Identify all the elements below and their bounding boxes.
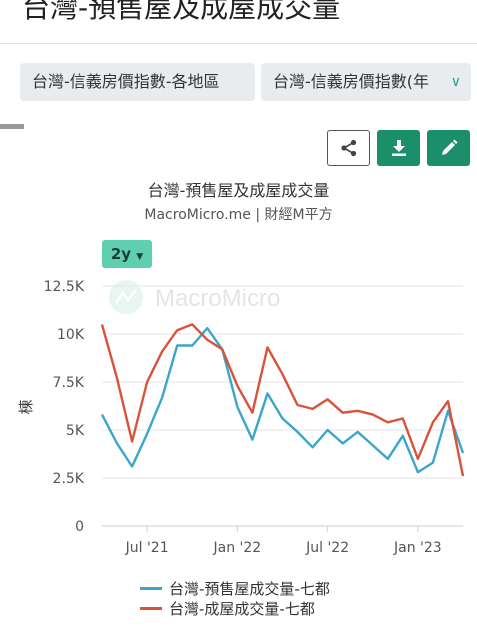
y-tick-label: 12.5K (44, 279, 85, 295)
y-axis-label: 棟 (17, 399, 35, 414)
y-tick-label: 2.5K (53, 471, 85, 487)
chart: MacroMicro 0 2.5K 5K 7.5K 10K 12.5K Jul '21 Ja… (17, 279, 465, 556)
tag-label: 台灣-信義房價指數(年 (273, 72, 430, 91)
chevron-down-icon[interactable]: ∨ (450, 74, 461, 90)
pencil-icon (441, 139, 457, 155)
macromicro-logo (109, 280, 143, 314)
legend: 台灣-預售屋成交量-七都 台灣-成屋成交量-七都 (140, 578, 330, 618)
x-tick-label: Jul '21 (125, 540, 169, 556)
plot-area (100, 323, 465, 477)
tag-label: 台灣-信義房價指數-各地區 (32, 72, 220, 91)
watermark-text: MacroMicro (155, 285, 280, 312)
grid (102, 285, 463, 527)
legend-label: 台灣-預售屋成交量-七都 (169, 579, 330, 598)
y-tick-label: 0 (75, 519, 84, 535)
section-marker (0, 124, 24, 129)
download-icon (391, 140, 406, 156)
legend-item-completed[interactable]: 台灣-成屋成交量-七都 (140, 598, 330, 618)
y-tick-label: 5K (66, 423, 85, 439)
legend-item-presale[interactable]: 台灣-預售屋成交量-七都 (140, 578, 330, 598)
download-button[interactable] (377, 130, 420, 166)
watermark: MacroMicro (109, 280, 280, 314)
page-title: 台灣-預售屋及成屋成交量 (22, 0, 341, 24)
edit-button[interactable] (427, 130, 470, 166)
share-icon (340, 139, 356, 157)
chart-title: 台灣-預售屋及成屋成交量 (147, 181, 330, 200)
share-button[interactable] (327, 130, 370, 166)
range-selector[interactable]: 2y ▼ (102, 240, 152, 268)
legend-label: 台灣-成屋成交量-七都 (169, 599, 315, 618)
x-axis: Jul '21 Jan '22 Jul '22 Jan '23 (125, 526, 442, 556)
macromicro-logo-mark (114, 289, 137, 304)
x-tick-label: Jul '22 (305, 540, 349, 556)
chart-subtitle: MacroMicro.me | 財經M平方 (144, 207, 333, 223)
y-tick-label: 7.5K (53, 375, 85, 391)
tag-sinyi-index-region[interactable]: 台灣-信義房價指數-各地區 (20, 63, 255, 101)
caret-down-icon: ▼ (136, 252, 144, 262)
x-tick-label: Jan '23 (393, 540, 442, 556)
legend-swatch (140, 586, 162, 590)
y-axis: 0 2.5K 5K 7.5K 10K 12.5K (44, 279, 85, 535)
x-tick-label: Jan '22 (213, 540, 262, 556)
series-line-0[interactable] (100, 327, 465, 474)
range-label: 2y (110, 245, 132, 263)
header-divider (0, 43, 477, 44)
y-tick-label: 10K (57, 327, 85, 343)
legend-swatch (140, 606, 162, 610)
series-line-1[interactable] (100, 323, 465, 477)
tag-sinyi-index-year[interactable]: 台灣-信義房價指數(年 ∨ (261, 63, 471, 101)
